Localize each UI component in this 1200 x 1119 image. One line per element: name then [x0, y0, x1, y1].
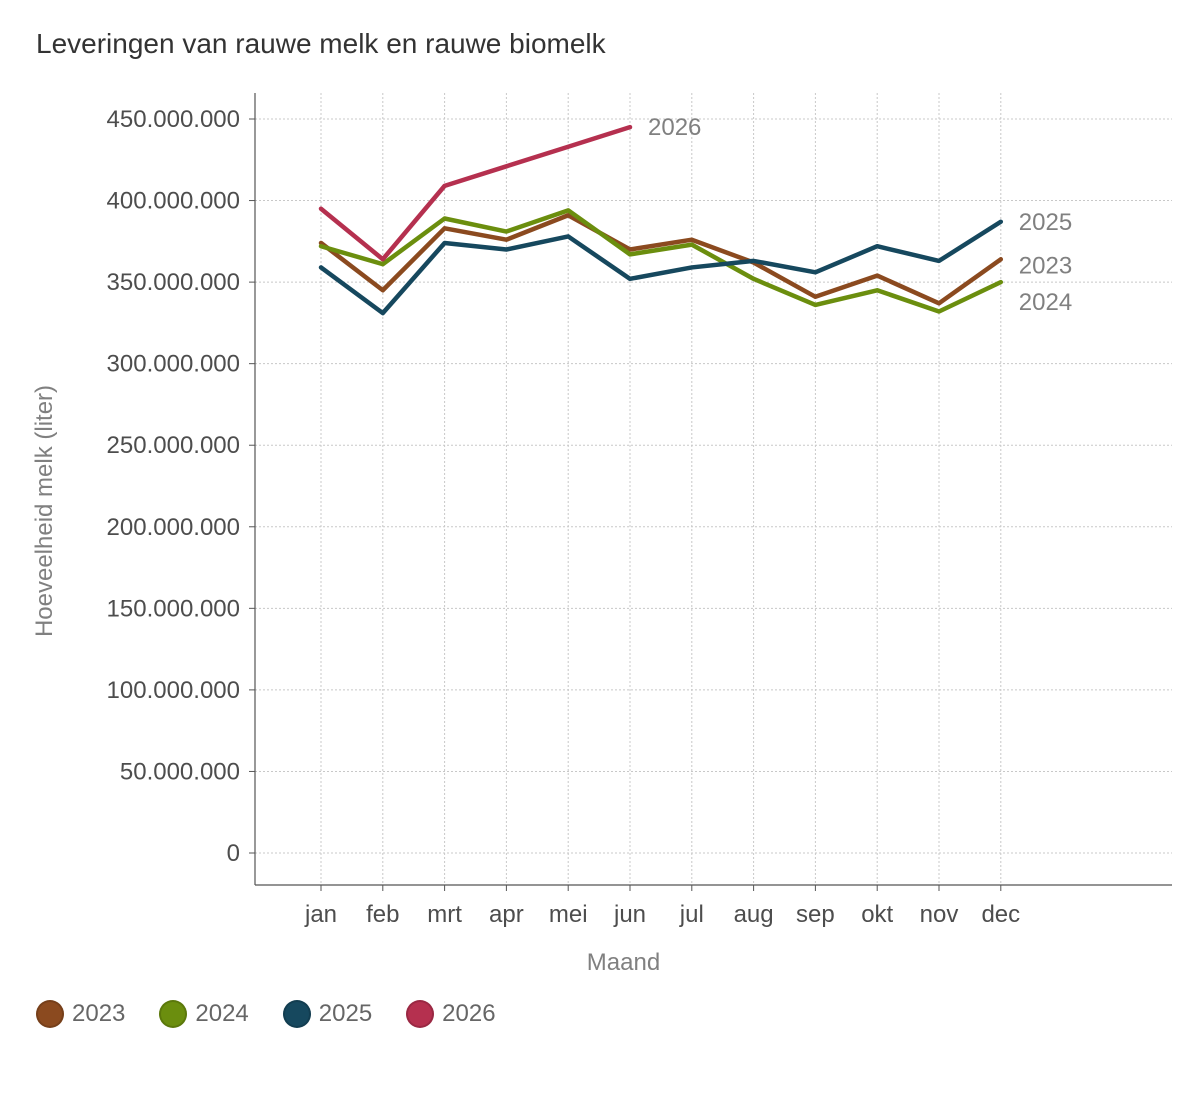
series-line-2025 — [318, 219, 1004, 316]
legend-label-2025: 2025 — [318, 1000, 373, 1027]
x-tick-label: jul — [679, 901, 704, 928]
series-end-label-2025: 2025 — [1019, 209, 1072, 236]
series-line-2026 — [318, 124, 633, 262]
y-tick-label: 300.000.000 — [107, 351, 240, 378]
y-tick-label: 100.000.000 — [107, 677, 240, 704]
series-end-label-2026: 2026 — [648, 114, 701, 141]
x-tick-label: aug — [734, 901, 774, 928]
chart-title: Leveringen van rauwe melk en rauwe biome… — [36, 28, 606, 59]
axes: 0 50.000.000 100.000.000 150.000.000 200.000… — [107, 93, 1172, 928]
series-line-2023 — [318, 212, 1004, 306]
y-tick-label: 150.000.000 — [107, 595, 240, 622]
legend-item-2025[interactable]: 2025 — [282, 1000, 373, 1028]
y-tick-label: 450.000.000 — [107, 106, 240, 133]
x-tick-label: apr — [489, 901, 524, 928]
series-line-2024 — [318, 208, 1004, 314]
y-tick-label: 50.000.000 — [120, 758, 240, 785]
x-tick-label: mrt — [427, 901, 462, 928]
series-end-label-2023: 2023 — [1019, 252, 1072, 279]
series-end-labels: 2023 2024 2025 2026 — [648, 114, 1072, 316]
legend: 2023 2024 2025 2026 — [36, 1000, 530, 1028]
legend-item-2024[interactable]: 2024 — [159, 1000, 249, 1028]
legend-swatch-2023 — [36, 1000, 64, 1028]
y-tick-label: 200.000.000 — [107, 514, 240, 541]
x-tick-label: dec — [981, 901, 1020, 928]
legend-swatch-2024 — [159, 1000, 188, 1028]
legend-label-2024: 2024 — [195, 1000, 249, 1027]
x-axis-title: Maand — [587, 949, 660, 976]
y-tick-label: 350.000.000 — [107, 269, 240, 296]
x-tick-label: okt — [861, 901, 893, 928]
legend-label-2023: 2023 — [72, 1000, 126, 1027]
grid — [255, 93, 1172, 885]
legend-swatch-2026 — [406, 1000, 435, 1028]
x-tick-label: sep — [796, 901, 835, 928]
x-tick-label: mei — [549, 901, 588, 928]
legend-label-2026: 2026 — [442, 1000, 496, 1027]
x-tick-label: jan — [304, 901, 337, 928]
series-lines — [318, 124, 1004, 316]
y-tick-label: 0 — [227, 840, 240, 867]
y-tick-label: 250.000.000 — [107, 432, 240, 459]
legend-swatch-2025 — [282, 1000, 311, 1028]
x-tick-label: feb — [366, 901, 399, 928]
legend-item-2023[interactable]: 2023 — [36, 1000, 125, 1028]
legend-item-2026[interactable]: 2026 — [406, 1000, 496, 1028]
x-tick-label: nov — [920, 901, 959, 928]
y-tick-label: 400.000.000 — [107, 188, 240, 215]
x-tick-label: jun — [613, 901, 646, 928]
y-axis-title: Hoeveelheid melk (liter) — [31, 385, 58, 637]
series-end-label-2024: 2024 — [1019, 289, 1072, 316]
